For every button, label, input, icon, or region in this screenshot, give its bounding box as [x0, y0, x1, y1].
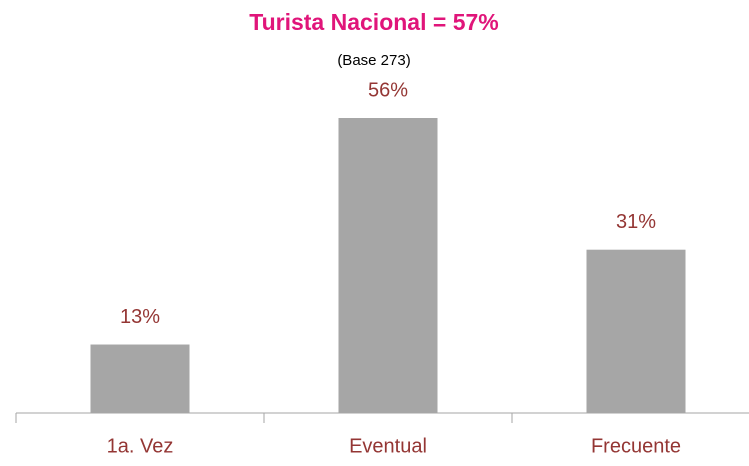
value-label: 56%	[368, 79, 408, 101]
x-tick-label: Eventual	[349, 435, 427, 457]
bar	[90, 344, 190, 413]
bar	[338, 118, 438, 413]
x-tick-label: Frecuente	[591, 435, 681, 457]
x-tick-label: 1a. Vez	[107, 435, 174, 457]
bar	[586, 249, 686, 413]
value-label: 31%	[616, 211, 656, 233]
value-label: 13%	[120, 306, 160, 328]
chart-subtitle: (Base 273)	[337, 52, 410, 69]
chart-title: Turista Nacional = 57%	[249, 9, 498, 35]
